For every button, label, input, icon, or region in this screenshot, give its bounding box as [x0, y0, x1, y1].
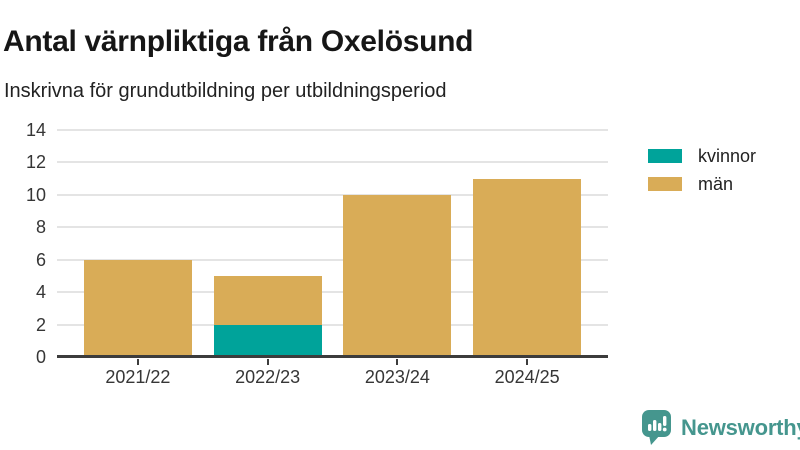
chart-title: Antal värnpliktiga från Oxelösund [3, 25, 474, 59]
x-axis-label: 2024/25 [494, 367, 560, 387]
gridline-6 [57, 258, 608, 261]
x-axis-tick [396, 359, 399, 365]
newsworthy-logo-icon [642, 410, 671, 445]
y-axis-tick-label: 12 [25, 152, 46, 173]
gridline-14 [57, 129, 608, 131]
y-axis-tick-label: 4 [35, 282, 46, 303]
y-axis-tick-label: 14 [25, 120, 46, 140]
legend-label: män [698, 174, 734, 194]
legend-item-män: män [648, 174, 756, 194]
bar-2021-22-män [83, 259, 192, 357]
y-axis-tick-label: 0 [35, 347, 46, 367]
x-axis-tick [266, 359, 269, 365]
legend-swatch-män [648, 177, 682, 191]
legend-item-kvinnor: kvinnor [648, 146, 756, 166]
bar-2023-24-män [343, 194, 452, 357]
newsworthy-logo-text: Newsworthy [681, 414, 800, 440]
legend-label: kvinnor [698, 146, 757, 166]
bar-2022-23-män [213, 275, 322, 325]
gridline-2 [57, 323, 608, 326]
newsworthy-branding: Newsworthy [641, 409, 800, 446]
x-axis-tick [526, 359, 529, 365]
y-axis-tick-label: 10 [25, 184, 46, 205]
bar-2024-25-män [473, 178, 582, 357]
x-axis-label: 2022/23 [235, 367, 301, 387]
chart-subtitle: Inskrivna för grundutbildning per utbild… [4, 80, 447, 102]
legend: kvinnor män [648, 146, 756, 194]
x-axis-line [57, 355, 608, 358]
x-axis-label: 2021/22 [105, 367, 171, 387]
bar-2022-23-kvinnor [213, 324, 322, 357]
y-axis-tick-label: 2 [35, 314, 46, 335]
gridline-10 [57, 193, 608, 196]
legend-swatch-kvinnor [648, 149, 682, 163]
x-axis-tick [136, 359, 139, 365]
y-axis-tick-label: 8 [35, 217, 46, 238]
gridline-4 [57, 291, 608, 294]
y-axis-tick-label: 6 [35, 249, 46, 270]
gridline-8 [57, 226, 608, 229]
bar-chart-plot-area [57, 129, 608, 358]
x-axis-label: 2023/24 [364, 367, 430, 387]
gridline-12 [57, 161, 608, 164]
